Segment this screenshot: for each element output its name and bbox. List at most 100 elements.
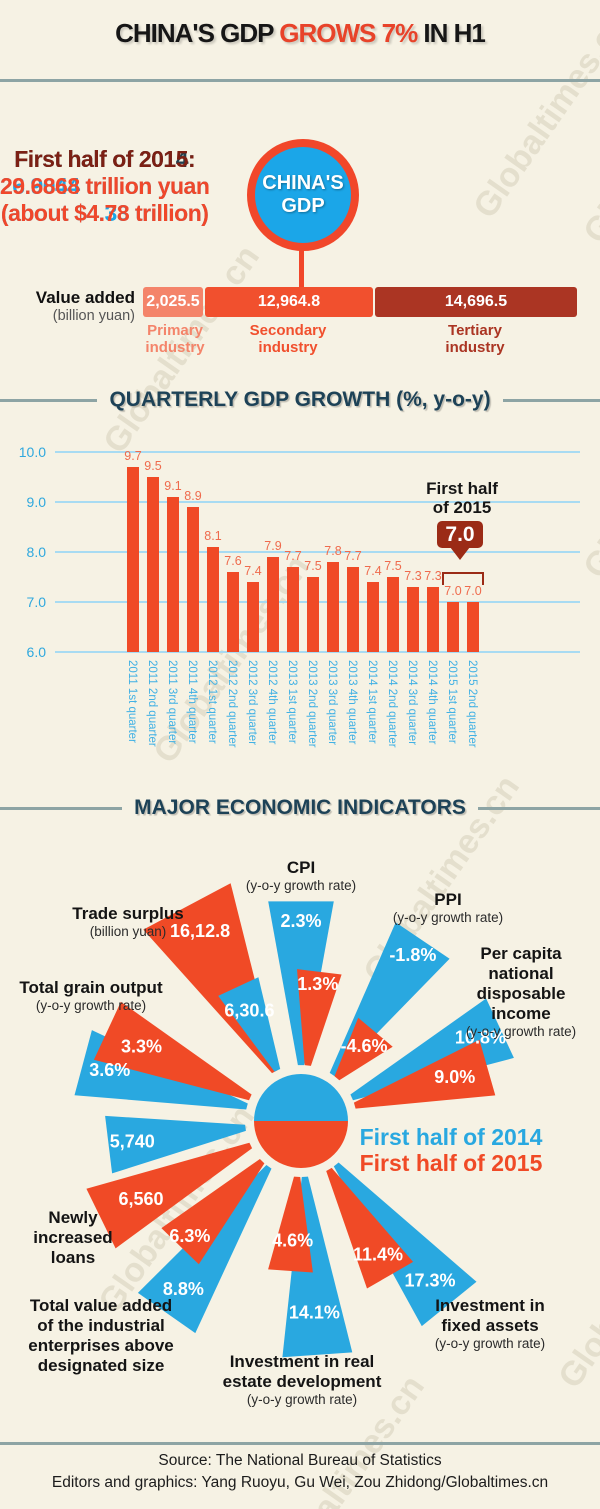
indicator-sublabel: (y-o-y growth rate) [35, 998, 147, 1013]
bar-value-label: 7.0 [444, 584, 461, 598]
wedge-grain-output-h1_2015 [93, 1001, 252, 1101]
bar-value-label: 7.5 [384, 559, 401, 573]
title-part-black1: CHINA'S GDP [115, 18, 280, 48]
bar-value-label: 7.9 [264, 539, 281, 553]
x-tick-label: 2012 4th quarter [266, 660, 278, 745]
gdp-growth-bar [427, 587, 439, 652]
top-divider-line [0, 79, 600, 82]
value-added-label: Value added [35, 288, 135, 307]
y-tick-label: 9.0 [27, 494, 47, 510]
wedge-value-label-per-capita-income-h1_2014: 10.8% [455, 1027, 506, 1047]
value-added-bar: 2,025.5 12,964.8 14,696.5 [143, 287, 577, 317]
indicator-label-cpi: CPI (y-o-y growth rate) [246, 858, 356, 894]
wedge-per-capita-income-h1_2014 [350, 998, 514, 1101]
gdp-growth-bar [447, 602, 459, 652]
bar-value-label: 7.7 [284, 549, 301, 563]
wedge-value-label-grain-output-h1_2014: 3.6% [89, 1060, 130, 1080]
gdp-growth-bar [287, 567, 299, 652]
callout-badge-7-0: 7.0 [437, 521, 483, 548]
wedge-value-label-per-capita-income-h1_2015: 9.0% [434, 1067, 475, 1087]
indicator-label-fixed-assets: Investment in fixed assets (y-o-y growth r… [435, 1296, 545, 1352]
page-title: CHINA'S GDP GROWS 7% IN H1 [0, 18, 600, 49]
wedge-value-label-new-loans-h1_2015: 6,560 [118, 1189, 163, 1209]
indicator-name-line: designated size [37, 1356, 165, 1375]
gdp-2015-heading: First half of 2015: [14, 146, 196, 172]
wedge-new-loans-h1_2014 [105, 1115, 246, 1174]
indicator-name-line: enterprises above [28, 1336, 174, 1355]
x-tick-label: 2014 3rd quarter [406, 660, 418, 745]
wedge-ppi-h1_2015 [334, 1017, 393, 1081]
indicator-name-line: Investment in real [229, 1352, 375, 1371]
wedge-new-loans-h1_2015 [86, 1142, 253, 1249]
x-tick-label: 2014 1st quarter [366, 660, 378, 744]
bar-value-label: 8.9 [184, 489, 201, 503]
indicator-name-line: increased [33, 1228, 113, 1247]
indicator-name-line: income [491, 1004, 551, 1023]
x-tick-label: 2011 4th quarter [186, 660, 198, 744]
x-tick-label: 2011 3rd quarter [166, 660, 178, 744]
section-header-indicators: MAJOR ECONOMIC INDICATORS [0, 796, 600, 820]
section-title-quarterly-gdp-growth: QUARTERLY GDP GROWTH (%, y-o-y) [109, 388, 491, 411]
indicator-name-line: Per capita [480, 944, 562, 963]
gdp-growth-bar [387, 577, 399, 652]
gdp-2015-usd: (about $4.78 trillion) [0, 200, 209, 226]
annotation-first-half-2015: First half of 2015 [392, 479, 532, 517]
gdp-growth-bar [127, 467, 139, 652]
x-tick-label: 2012 2nd quarter [226, 660, 238, 748]
x-tick-label: 2011 1st quarter [126, 660, 138, 743]
gdp-growth-bar [167, 497, 179, 652]
x-tick-label: 2011 2nd quarter [146, 660, 158, 747]
annotation-line1: First half [426, 479, 498, 498]
gdp-growth-bar [147, 477, 159, 652]
x-tick-label: 2015 1st quarter [446, 660, 458, 744]
gdp-growth-bar [187, 507, 199, 652]
y-tick-label: 8.0 [27, 544, 47, 560]
x-tick-label: 2014 2nd quarter [386, 660, 398, 748]
industry-label-line: Primary [147, 322, 203, 339]
wedge-fixed-assets-h1_2014 [333, 1162, 477, 1327]
wedge-value-label-fixed-assets-h1_2015: 11.4% [353, 1244, 403, 1264]
wedge-value-label-industrial-output-h1_2014: 8.8% [163, 1279, 204, 1299]
wedge-value-label-trade-surplus-h1_2015: 16,12.8 [170, 921, 230, 941]
header-rule-left [0, 398, 98, 402]
x-tick-label: 2015 2nd quarter [466, 660, 478, 748]
x-tick-label: 2012 1st quarter [206, 660, 218, 744]
gdp-2014-value: 26.9044 trillion yuan [0, 173, 210, 199]
indicator-name-line: of the industrial [37, 1316, 165, 1335]
value-added-label-block: Value added (billion yuan) [8, 288, 135, 324]
bar-value-label: 7.0 [464, 584, 481, 598]
wedge-value-label-trade-surplus-h1_2014: 6,30.6 [224, 1000, 274, 1020]
gdp-growth-bar [307, 577, 319, 652]
wedge-value-label-industrial-output-h1_2015: 6.3% [169, 1226, 210, 1246]
indicator-label-grain-output: Total grain output (y-o-y growth rate) [19, 978, 162, 1014]
gdp-growth-bar [267, 557, 279, 652]
indicator-sublabel: (billion yuan) [89, 924, 167, 939]
wedge-value-label-real-estate-h1_2014: 14.1% [289, 1303, 340, 1323]
gdp-growth-bar [247, 582, 259, 652]
x-tick-label: 2013 1st quarter [286, 660, 298, 744]
indicator-name-line: Investment in [435, 1296, 545, 1315]
gdp-2014-heading: First half of 2014: [14, 146, 196, 172]
value-added-unit: (billion yuan) [52, 308, 135, 324]
x-tick-label: 2013 2nd quarter [306, 660, 318, 748]
circle-line2: GDP [281, 195, 325, 217]
industry-label-primary: Primary industry [115, 322, 235, 356]
industry-label-line: industry [445, 339, 505, 356]
indicator-name-line: national [488, 964, 554, 983]
indicator-label-real-estate: Investment in real estate development (y-o… [223, 1352, 382, 1408]
wedge-trade-surplus-h1_2014 [218, 977, 281, 1072]
wedge-value-label-fixed-assets-h1_2014: 17.3% [404, 1270, 455, 1290]
gdp-growth-bar [367, 582, 379, 652]
indicator-label-per-capita-income: Per capita national disposable income (y-o-y… [466, 944, 576, 1040]
indicator-label-industrial-output: Total value added of the industrial enterp… [28, 1296, 174, 1376]
gdp-growth-bar [407, 587, 419, 652]
bar-value-label: 7.5 [304, 559, 321, 573]
gdp-growth-bar [347, 567, 359, 652]
indicator-name-line: Newly [48, 1208, 98, 1227]
annotation-line2: of 2015 [432, 498, 492, 517]
industry-label-secondary: Secondary industry [228, 322, 348, 356]
gdp-growth-bar [207, 547, 219, 652]
industry-label-line: Tertiary [448, 322, 502, 339]
bar-value-label: 9.5 [144, 459, 161, 473]
